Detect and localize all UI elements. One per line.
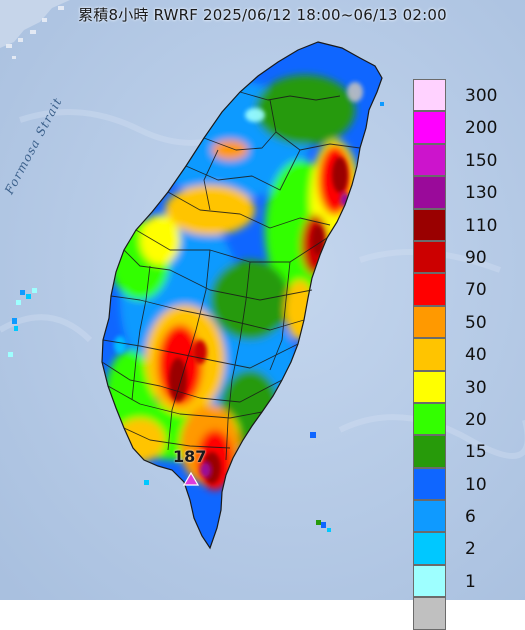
- legend-swatch: [413, 79, 446, 112]
- max-rainfall-marker: [183, 472, 199, 486]
- legend-label: 30: [465, 377, 487, 398]
- legend-label: 50: [465, 312, 487, 333]
- legend-label: 20: [465, 409, 487, 430]
- legend-label: 200: [465, 118, 498, 139]
- legend-label: 130: [465, 183, 498, 204]
- legend-label: 1: [465, 571, 476, 592]
- legend-label: 6: [465, 507, 476, 528]
- legend-label: 90: [465, 247, 487, 268]
- legend-swatch: [413, 176, 446, 209]
- legend-label: 300: [465, 86, 498, 106]
- legend-swatch: [413, 273, 446, 306]
- legend-swatch: [413, 143, 446, 177]
- legend-item: 90: [413, 240, 505, 274]
- legend-item: 20: [413, 402, 505, 436]
- legend-label: 40: [465, 345, 487, 366]
- legend-item: 10: [413, 467, 505, 501]
- coastal-islets: [6, 6, 64, 59]
- mainland-coast: [0, 0, 70, 48]
- legend-swatch: [413, 532, 446, 565]
- island-dots: [8, 102, 384, 532]
- legend-label: 15: [465, 442, 487, 463]
- legend-swatch: [413, 111, 446, 144]
- legend-item: [413, 597, 505, 630]
- legend-item: 300: [413, 79, 505, 112]
- max-rainfall-value: 187: [173, 447, 207, 466]
- legend-swatch: [413, 240, 446, 274]
- legend-item: 110: [413, 208, 505, 241]
- legend-label: 70: [465, 280, 487, 301]
- county-boundaries: [101, 91, 361, 461]
- legend-swatch: [413, 597, 446, 630]
- legend-swatch: [413, 208, 446, 241]
- legend-item: 40: [413, 338, 505, 371]
- legend-item: 70: [413, 273, 505, 306]
- legend-label: 10: [465, 474, 487, 495]
- legend-item: 2: [413, 532, 505, 565]
- legend-swatch: [413, 467, 446, 501]
- legend-label: 110: [465, 215, 498, 236]
- legend-swatch: [413, 305, 446, 339]
- legend-swatch: [413, 402, 446, 436]
- legend-item: 6: [413, 500, 505, 533]
- legend-item: 1: [413, 564, 505, 598]
- penghu-islands: [12, 288, 37, 331]
- legend-item: 50: [413, 305, 505, 339]
- legend-item: 15: [413, 435, 505, 468]
- legend-label: 150: [465, 150, 498, 171]
- legend-swatch: [413, 370, 446, 403]
- legend-label: 2: [465, 539, 476, 560]
- rainfall-legend: 300 200 150 130 110 90 70 50 40 30 20 15 10 6 2 1: [413, 79, 505, 630]
- legend-item: 150: [413, 143, 505, 177]
- legend-swatch: [413, 338, 446, 371]
- legend-swatch: [413, 564, 446, 598]
- legend-swatch: [413, 500, 446, 533]
- map-title: 累積8小時 RWRF 2025/06/12 18:00~06/13 02:00: [78, 6, 447, 24]
- legend-item: 130: [413, 176, 505, 209]
- legend-item: 30: [413, 370, 505, 403]
- legend-swatch: [413, 435, 446, 468]
- legend-item: 200: [413, 111, 505, 144]
